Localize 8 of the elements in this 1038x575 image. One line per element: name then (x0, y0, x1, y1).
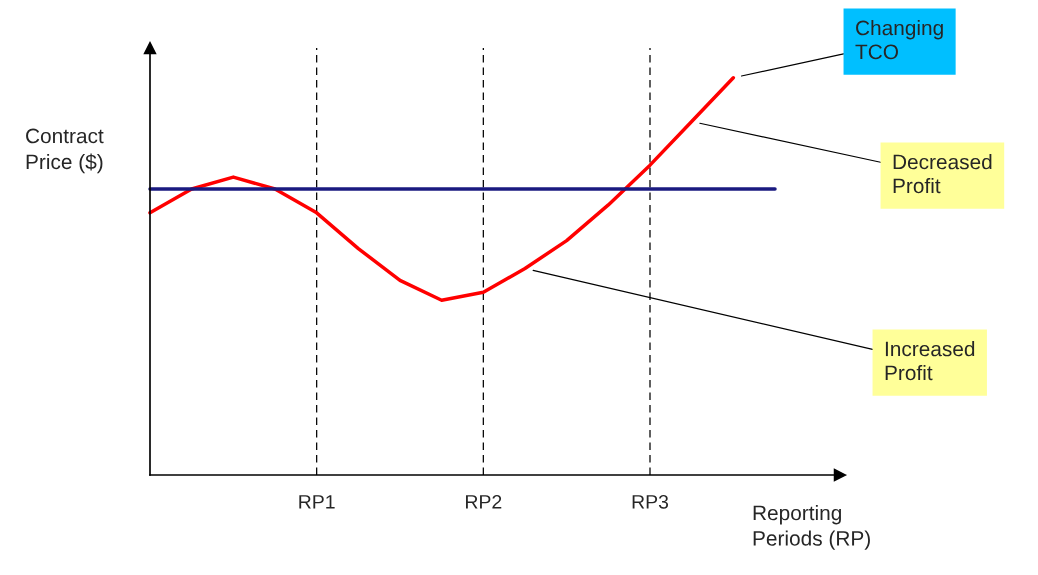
y-axis-title: Contract Price ($) (26, 128, 104, 174)
text: Increased Profit (885, 341, 975, 381)
x-tick-label: RP3 (632, 494, 669, 509)
x-tick-label: RP1 (299, 495, 335, 509)
text: Changing TCO (855, 20, 943, 60)
x-axis-title: Reporting Periods (RP) (753, 505, 870, 550)
text: Decreased Profit (893, 154, 992, 194)
x-tick-label: RP2 (466, 494, 502, 509)
